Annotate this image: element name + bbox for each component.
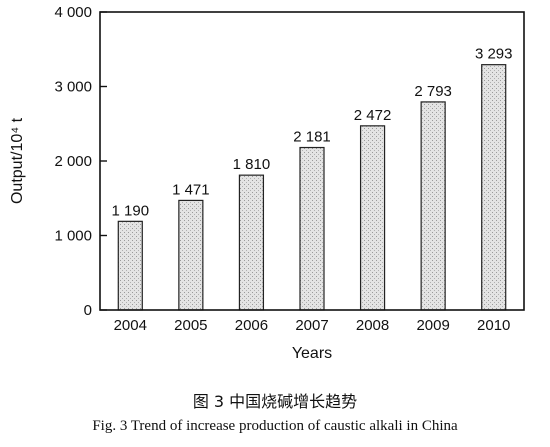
y-tick-label: 0 [84, 302, 92, 319]
y-axis-title: Output/10⁴ t [9, 117, 26, 204]
bar-2007 [299, 146, 325, 311]
x-tick-label: 2006 [235, 317, 268, 334]
x-tick-label: 2009 [416, 317, 449, 334]
data-label-2005: 1 471 [172, 181, 210, 198]
x-tick-label: 2010 [477, 317, 510, 334]
y-tick-label: 1 000 [54, 228, 92, 245]
x-tick-label: 2004 [114, 317, 147, 334]
figure-caption-english: Fig. 3 Trend of increase production of c… [92, 418, 458, 434]
y-axis-ticks: 0 1 000 2 000 3 000 4 000 [54, 4, 107, 319]
data-label-2007: 2 181 [293, 129, 331, 146]
x-axis-title: Years [292, 345, 332, 362]
bar-2009 [420, 101, 446, 311]
x-tick-label: 2008 [356, 317, 389, 334]
figure-caption-chinese: 图 3 中国烧碱增长趋势 [192, 392, 358, 411]
x-axis-ticks: 2004 2005 2006 2007 2008 2009 2010 [114, 317, 511, 334]
bar-2006 [238, 174, 265, 311]
data-label-2009: 2 793 [414, 83, 452, 100]
bar-2008 [359, 125, 386, 311]
data-label-2006: 1 810 [233, 156, 271, 173]
x-tick-label: 2007 [295, 317, 328, 334]
bars [117, 64, 507, 311]
data-label-2004: 1 190 [112, 202, 150, 219]
bar-2010 [481, 64, 507, 311]
data-label-2008: 2 472 [354, 107, 392, 124]
data-label-2010: 3 293 [475, 46, 513, 63]
y-tick-label: 2 000 [54, 153, 92, 170]
y-tick-label: 4 000 [54, 4, 92, 21]
x-tick-label: 2005 [174, 317, 207, 334]
bar-2005 [178, 199, 204, 311]
bar-2004 [117, 220, 143, 311]
data-labels: 1 190 1 471 1 810 2 181 2 472 2 793 3 293 [112, 46, 513, 220]
y-tick-label: 3 000 [54, 79, 92, 96]
